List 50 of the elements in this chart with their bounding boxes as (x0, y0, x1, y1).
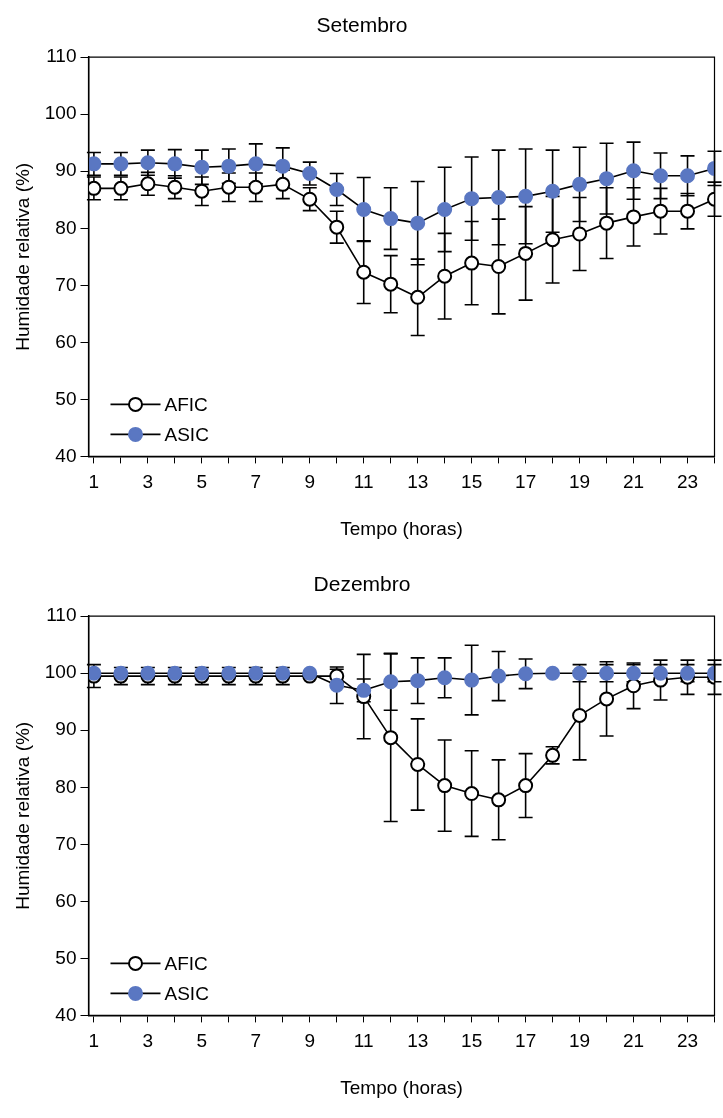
x-tick-label: 21 (622, 471, 645, 493)
x-tick-label: 9 (304, 1030, 316, 1052)
y-tick-label: 100 (44, 661, 77, 683)
legend-label: AFIC (164, 393, 208, 415)
x-tick-label: 17 (515, 471, 537, 493)
y-tick-label: 80 (55, 216, 77, 238)
y-tick-label: 60 (55, 330, 77, 352)
x-tick-label: 11 (353, 471, 374, 493)
x-axis-title: Tempo (horas) (340, 1076, 463, 1098)
y-tick-label: 110 (46, 45, 77, 67)
y-tick-label: 80 (55, 775, 77, 797)
y-tick-label: 70 (55, 273, 77, 295)
x-tick-label: 3 (142, 1030, 154, 1052)
chart-title: Setembro (316, 13, 408, 37)
y-axis-title: Humidade relativa (%) (11, 721, 33, 910)
legend-label: AFIC (164, 952, 208, 974)
legend-label: ASIC (164, 423, 209, 445)
y-axis-title: Humidade relativa (%) (11, 162, 33, 351)
x-tick-label: 5 (196, 1030, 208, 1052)
x-tick-label: 1 (88, 1030, 100, 1052)
y-tick-label: 50 (55, 387, 77, 409)
y-tick-label: 50 (55, 946, 77, 968)
x-tick-label: 7 (250, 1030, 262, 1052)
x-tick-label: 23 (676, 1030, 699, 1052)
x-tick-label: 3 (142, 471, 154, 493)
x-tick-label: 19 (569, 471, 591, 493)
x-tick-label: 15 (461, 471, 483, 493)
y-tick-label: 70 (55, 832, 77, 854)
x-tick-label: 17 (515, 1030, 537, 1052)
y-tick-label: 40 (55, 444, 77, 466)
y-tick-label: 60 (55, 889, 77, 911)
x-tick-label: 13 (407, 471, 429, 493)
y-tick-label: 110 (46, 604, 77, 626)
x-axis-title: Tempo (horas) (340, 517, 463, 539)
x-tick-label: 9 (304, 471, 316, 493)
x-tick-label: 21 (622, 1030, 645, 1052)
y-tick-label: 100 (44, 102, 77, 124)
x-tick-label: 7 (250, 471, 262, 493)
legend-label: ASIC (164, 982, 209, 1004)
y-tick-label: 90 (55, 718, 77, 740)
x-tick-label: 11 (353, 1030, 374, 1052)
x-tick-label: 5 (196, 471, 208, 493)
x-tick-label: 15 (461, 1030, 483, 1052)
y-tick-label: 90 (55, 159, 77, 181)
x-tick-label: 19 (569, 1030, 591, 1052)
x-tick-label: 13 (407, 1030, 429, 1052)
x-tick-label: 1 (88, 471, 100, 493)
chart-title: Dezembro (313, 572, 411, 596)
y-tick-label: 40 (55, 1003, 77, 1025)
x-tick-label: 23 (676, 471, 699, 493)
